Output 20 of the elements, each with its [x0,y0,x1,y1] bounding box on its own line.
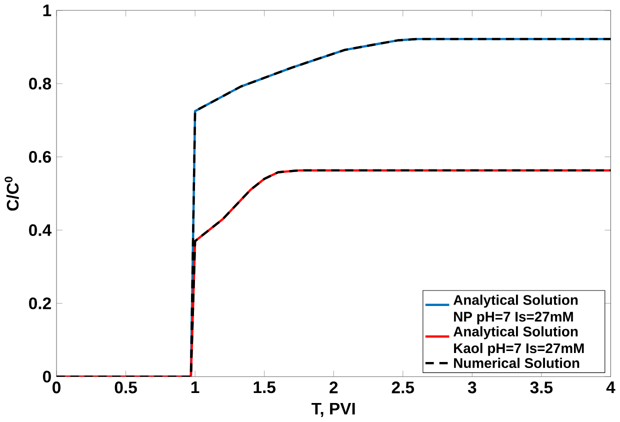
x-tick-label: 1 [191,382,200,394]
y-tick-label: 0.8 [29,78,52,90]
x-tick-label: 1.5 [254,382,276,394]
y-tick-label: 0.4 [29,224,52,236]
x-tick-label: 3.5 [530,382,553,394]
legend-label: Analytical Solution NP pH=7 Is=27mM [453,294,578,325]
y-axis-title: C/C$^{0}$ [4,176,19,211]
x-tick-label: 3 [468,382,476,394]
legend-label: Numerical Solution [454,358,580,368]
x-axis-title: T, PVI [312,403,355,418]
x-tick-label: 0.5 [114,382,137,394]
y-tick-label: 0.2 [29,298,51,310]
y-tick-label: 1 [43,4,52,16]
x-tick-label: 2.5 [392,382,414,394]
y-tick-label: 0 [42,370,51,383]
x-tick-label: 2 [330,382,338,394]
y-tick-label: 0.6 [29,151,52,163]
x-tick-label: 4 [606,382,616,394]
x-tick-label: 0 [52,382,60,394]
legend-label: Analytical Solution Kaol pH=7 Is=27mM [453,326,584,356]
